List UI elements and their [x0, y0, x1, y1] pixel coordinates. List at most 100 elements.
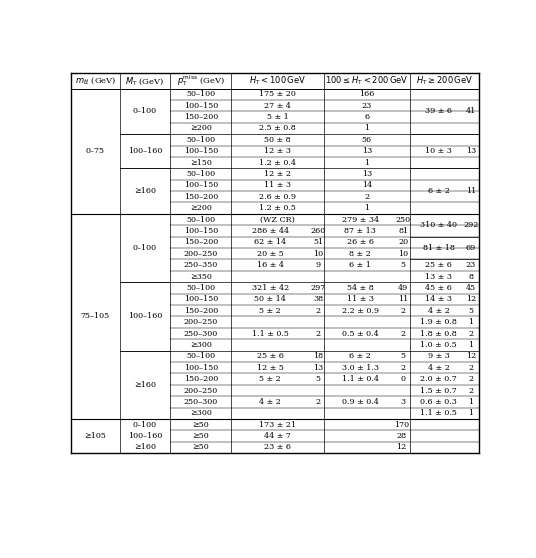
Text: 50–100: 50–100 [186, 352, 215, 360]
Text: 23: 23 [466, 261, 476, 269]
Text: 2: 2 [364, 193, 369, 201]
Text: ≥160: ≥160 [134, 187, 156, 195]
Text: 2: 2 [468, 330, 473, 338]
Text: 12 ± 2: 12 ± 2 [264, 170, 291, 178]
Text: 45: 45 [466, 284, 476, 292]
Text: 11 ± 3: 11 ± 3 [347, 295, 374, 304]
Text: 321 ± 42: 321 ± 42 [252, 284, 289, 292]
Text: 13 ± 3: 13 ± 3 [425, 272, 452, 281]
Text: 5: 5 [468, 307, 473, 315]
Text: 2: 2 [468, 364, 473, 372]
Text: 10 ± 3: 10 ± 3 [425, 147, 452, 155]
Text: 50–100: 50–100 [186, 170, 215, 178]
Text: 16 ± 4: 16 ± 4 [257, 261, 284, 269]
Text: 62 ± 14: 62 ± 14 [254, 238, 286, 247]
Text: 0.9 ± 0.4: 0.9 ± 0.4 [341, 398, 378, 406]
Text: 0.5 ± 0.4: 0.5 ± 0.4 [342, 330, 378, 338]
Text: 2.2 ± 0.9: 2.2 ± 0.9 [341, 307, 378, 315]
Text: 25 ± 6: 25 ± 6 [425, 261, 452, 269]
Text: ≥160: ≥160 [134, 381, 156, 389]
Text: 56: 56 [362, 136, 372, 144]
Text: 100–160: 100–160 [128, 147, 162, 155]
Text: 100–150: 100–150 [183, 364, 218, 372]
Text: 2: 2 [316, 307, 321, 315]
Text: 1: 1 [468, 410, 473, 417]
Text: 4 ± 2: 4 ± 2 [259, 398, 281, 406]
Text: ≥150: ≥150 [190, 158, 212, 167]
Text: 2: 2 [401, 330, 406, 338]
Text: $m_{\ell\ell}$ (GeV): $m_{\ell\ell}$ (GeV) [75, 75, 116, 86]
Text: 2: 2 [316, 398, 321, 406]
Text: 54 ± 8: 54 ± 8 [347, 284, 374, 292]
Text: ≥200: ≥200 [190, 204, 212, 212]
Text: 1.2 ± 0.4: 1.2 ± 0.4 [259, 158, 296, 167]
Text: 100–150: 100–150 [183, 102, 218, 109]
Text: 12: 12 [396, 444, 406, 451]
Text: (WZ CR): (WZ CR) [260, 215, 295, 224]
Text: 166: 166 [359, 90, 375, 98]
Text: 1.2 ± 0.5: 1.2 ± 0.5 [259, 204, 296, 212]
Text: 50–100: 50–100 [186, 136, 215, 144]
Text: 10: 10 [398, 250, 408, 258]
Text: ≥350: ≥350 [190, 272, 212, 281]
Text: 1: 1 [468, 318, 473, 326]
Text: $H_{\mathrm{T}} < 100\,\mathrm{GeV}$: $H_{\mathrm{T}} < 100\,\mathrm{GeV}$ [249, 75, 307, 87]
Text: 100–160: 100–160 [128, 432, 162, 440]
Text: 1.9 ± 0.8: 1.9 ± 0.8 [420, 318, 457, 326]
Text: 310 ± 40: 310 ± 40 [420, 222, 457, 229]
Text: 1.5 ± 0.7: 1.5 ± 0.7 [420, 387, 457, 395]
Text: 200–250: 200–250 [183, 318, 218, 326]
Text: 5: 5 [401, 352, 406, 360]
Text: 175 ± 20: 175 ± 20 [259, 90, 296, 98]
Text: 12 ± 5: 12 ± 5 [257, 364, 284, 372]
Text: 100–150: 100–150 [183, 295, 218, 304]
Text: 25 ± 6: 25 ± 6 [257, 352, 284, 360]
Text: ≥50: ≥50 [192, 432, 209, 440]
Text: 26 ± 6: 26 ± 6 [347, 238, 374, 247]
Text: 12: 12 [466, 352, 476, 360]
Text: 9: 9 [316, 261, 321, 269]
Text: 3.0 ± 1.3: 3.0 ± 1.3 [341, 364, 378, 372]
Text: 0–100: 0–100 [133, 421, 157, 429]
Text: 170: 170 [394, 421, 409, 429]
Text: 200–250: 200–250 [183, 250, 218, 258]
Text: 12 ± 3: 12 ± 3 [264, 147, 291, 155]
Text: 18: 18 [313, 352, 323, 360]
Text: 5: 5 [401, 261, 406, 269]
Text: 51: 51 [313, 238, 323, 247]
Text: 2: 2 [401, 364, 406, 372]
Text: 250–300: 250–300 [183, 330, 218, 338]
Text: 297: 297 [310, 284, 326, 292]
Text: 8 ± 2: 8 ± 2 [349, 250, 371, 258]
Text: 20 ± 5: 20 ± 5 [257, 250, 284, 258]
Text: 2: 2 [316, 330, 321, 338]
Text: ≥50: ≥50 [192, 421, 209, 429]
Text: 250: 250 [396, 215, 411, 224]
Text: 6 ± 1: 6 ± 1 [349, 261, 371, 269]
Text: 0–75: 0–75 [86, 147, 105, 155]
Text: 0.6 ± 0.3: 0.6 ± 0.3 [420, 398, 457, 406]
Text: 39 ± 6: 39 ± 6 [425, 107, 452, 116]
Text: 49: 49 [398, 284, 408, 292]
Text: 10: 10 [313, 250, 323, 258]
Text: 23 ± 6: 23 ± 6 [264, 444, 291, 451]
Text: ≥160: ≥160 [134, 444, 156, 451]
Text: 286 ± 44: 286 ± 44 [252, 227, 289, 235]
Text: 150–200: 150–200 [183, 238, 218, 247]
Text: 11: 11 [398, 295, 408, 304]
Text: 1: 1 [468, 341, 473, 349]
Text: 28: 28 [396, 432, 406, 440]
Text: 0–100: 0–100 [133, 244, 157, 252]
Text: $M_{\mathrm{T}}$ (GeV): $M_{\mathrm{T}}$ (GeV) [125, 75, 165, 87]
Text: 150–200: 150–200 [183, 307, 218, 315]
Text: 11: 11 [466, 187, 476, 195]
Text: 14: 14 [362, 181, 372, 189]
Text: $100 \leq H_{\mathrm{T}} < 200\,\mathrm{GeV}$: $100 \leq H_{\mathrm{T}} < 200\,\mathrm{… [325, 75, 408, 87]
Text: 1: 1 [364, 204, 369, 212]
Text: 2.6 ± 0.9: 2.6 ± 0.9 [259, 193, 296, 201]
Text: 20: 20 [398, 238, 408, 247]
Text: 5 ± 2: 5 ± 2 [259, 307, 281, 315]
Text: 1: 1 [468, 398, 473, 406]
Text: 150–200: 150–200 [183, 113, 218, 121]
Text: 44 ± 7: 44 ± 7 [264, 432, 291, 440]
